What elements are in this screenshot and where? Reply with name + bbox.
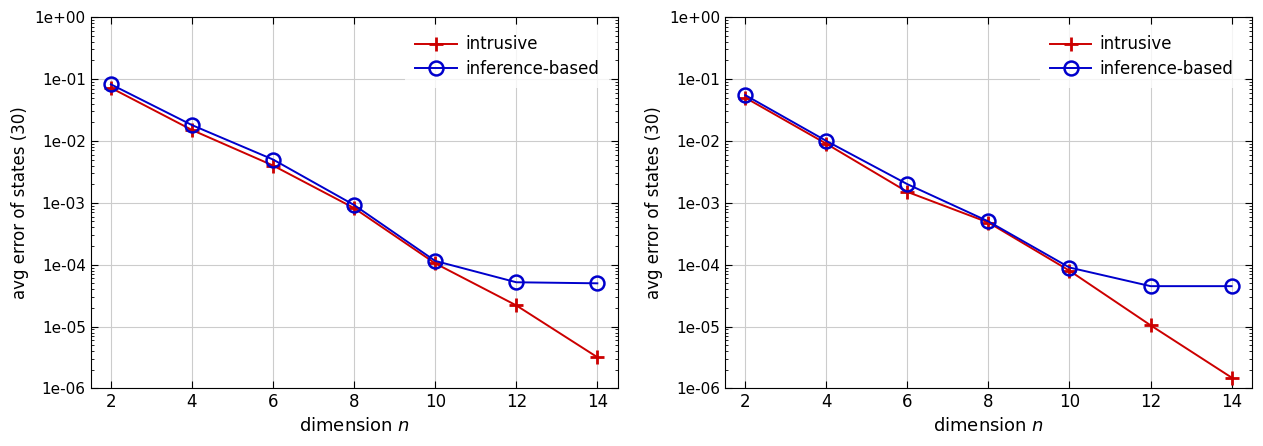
intrusive — [265, 163, 280, 168]
inference-based — [509, 280, 524, 285]
intrusive — [184, 127, 200, 132]
intrusive — [590, 355, 605, 360]
Line: inference-based: inference-based — [739, 88, 1239, 293]
Line: intrusive: intrusive — [104, 81, 604, 364]
Y-axis label: avg error of states (30): avg error of states (30) — [11, 107, 29, 299]
inference-based — [1224, 284, 1239, 289]
Y-axis label: avg error of states (30): avg error of states (30) — [645, 107, 663, 299]
intrusive — [981, 220, 997, 225]
inference-based — [738, 92, 753, 98]
intrusive — [509, 303, 524, 308]
intrusive — [1224, 375, 1239, 380]
inference-based — [346, 202, 361, 208]
inference-based — [104, 82, 119, 87]
inference-based — [184, 122, 200, 128]
intrusive — [104, 85, 119, 91]
inference-based — [265, 157, 280, 162]
intrusive — [738, 95, 753, 100]
inference-based — [1143, 284, 1158, 289]
Line: intrusive: intrusive — [739, 91, 1239, 384]
inference-based — [981, 219, 997, 224]
intrusive — [899, 189, 914, 194]
intrusive — [346, 206, 361, 211]
inference-based — [818, 138, 834, 144]
intrusive — [1062, 268, 1077, 273]
inference-based — [428, 258, 443, 264]
Line: inference-based: inference-based — [104, 78, 604, 290]
intrusive — [1143, 322, 1158, 328]
intrusive — [818, 141, 834, 146]
X-axis label: dimension $n$: dimension $n$ — [298, 417, 409, 435]
Legend: intrusive, inference-based: intrusive, inference-based — [1039, 25, 1244, 88]
intrusive — [428, 261, 443, 266]
inference-based — [899, 182, 914, 187]
inference-based — [1062, 265, 1077, 270]
X-axis label: dimension $n$: dimension $n$ — [933, 417, 1045, 435]
inference-based — [590, 281, 605, 286]
Legend: intrusive, inference-based: intrusive, inference-based — [405, 25, 609, 88]
